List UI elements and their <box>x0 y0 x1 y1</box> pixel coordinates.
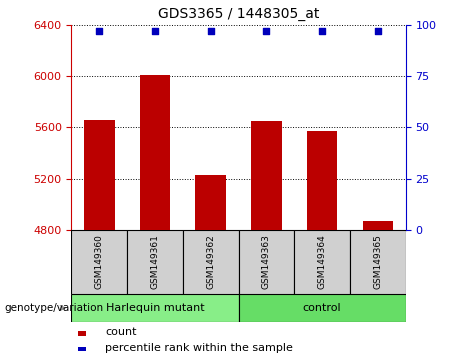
Bar <box>127 230 183 294</box>
Point <box>95 28 103 34</box>
Point <box>263 28 270 34</box>
Text: control: control <box>303 303 342 313</box>
Text: GSM149361: GSM149361 <box>150 234 160 290</box>
Text: GSM149364: GSM149364 <box>318 235 327 289</box>
Point <box>374 28 382 34</box>
Text: Harlequin mutant: Harlequin mutant <box>106 303 204 313</box>
Bar <box>183 230 238 294</box>
Bar <box>71 294 239 322</box>
Bar <box>78 331 86 336</box>
Bar <box>294 230 350 294</box>
Bar <box>140 75 170 230</box>
Bar <box>350 230 406 294</box>
Bar <box>71 230 127 294</box>
Text: GSM149363: GSM149363 <box>262 234 271 290</box>
Text: GSM149360: GSM149360 <box>95 234 104 290</box>
Bar <box>238 230 294 294</box>
Text: GSM149362: GSM149362 <box>206 235 215 289</box>
Bar <box>238 294 406 322</box>
Bar <box>195 175 226 230</box>
Text: genotype/variation: genotype/variation <box>5 303 104 313</box>
Bar <box>362 221 393 230</box>
Bar <box>251 121 282 230</box>
Text: percentile rank within the sample: percentile rank within the sample <box>105 343 293 353</box>
Text: GSM149365: GSM149365 <box>373 234 382 290</box>
Point <box>151 28 159 34</box>
Bar <box>78 347 86 351</box>
Point <box>319 28 326 34</box>
Text: count: count <box>105 327 136 337</box>
Bar <box>307 131 337 230</box>
Point <box>207 28 214 34</box>
Bar <box>84 120 115 230</box>
Title: GDS3365 / 1448305_at: GDS3365 / 1448305_at <box>158 7 319 21</box>
